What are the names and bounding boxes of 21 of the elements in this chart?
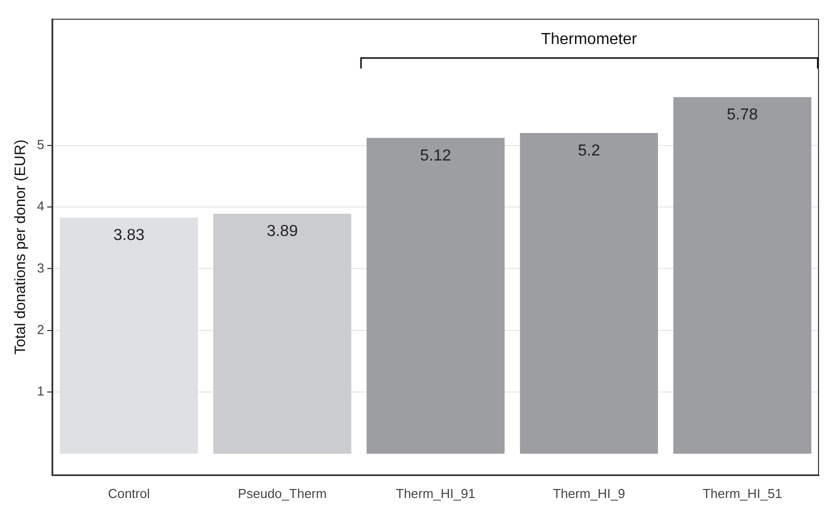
y-axis-title: Total donations per donor (EUR) <box>12 140 30 355</box>
data-label: 5.78 <box>726 106 758 124</box>
x-tick-label: Control <box>108 486 150 501</box>
y-tick-label: 3 <box>36 260 44 276</box>
bar <box>366 138 505 454</box>
bar <box>213 214 352 454</box>
data-label: 5.2 <box>578 142 600 160</box>
x-tick-label: Therm_HI_51 <box>702 486 782 501</box>
y-tick-label: 2 <box>36 322 44 337</box>
y-tick-label: 1 <box>36 384 44 399</box>
x-tick-label: Therm_HI_91 <box>396 486 476 501</box>
x-tick-label: Pseudo_Therm <box>238 486 327 501</box>
annotation: Thermometer <box>540 31 638 50</box>
bar <box>673 97 812 454</box>
data-label: 3.89 <box>266 223 298 240</box>
data-label: 5.12 <box>420 147 452 164</box>
y-tick-label: 4 <box>36 198 44 214</box>
y-tick-label: 5 <box>36 136 44 152</box>
data-label: 3.83 <box>113 226 145 244</box>
x-tick-label: Therm_HI_9 <box>552 486 626 501</box>
bar <box>520 132 658 454</box>
